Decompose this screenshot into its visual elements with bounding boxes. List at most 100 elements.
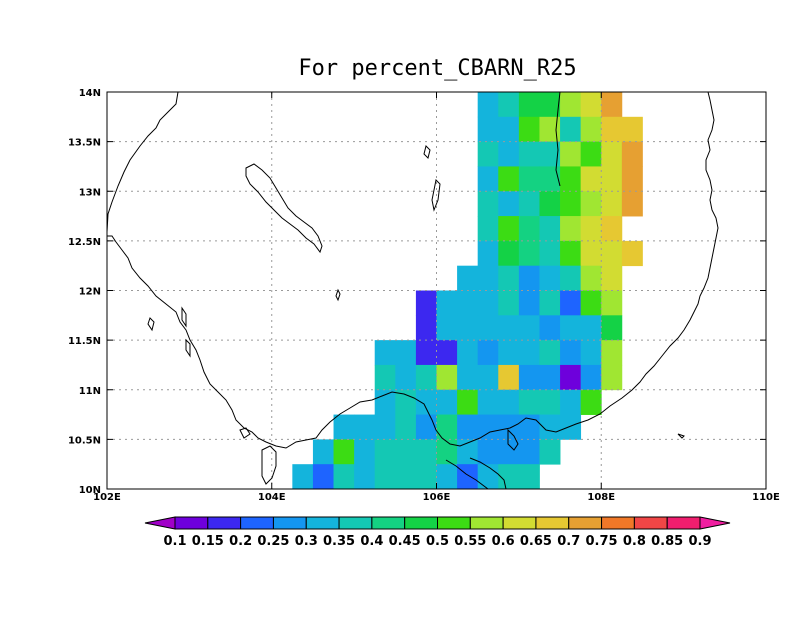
heat-cell	[498, 92, 520, 118]
y-tick-label: 14N	[79, 88, 101, 99]
heat-cell	[415, 340, 437, 366]
x-tick-label: 106E	[423, 492, 451, 503]
heat-cell	[539, 191, 561, 217]
colorbar-swatch	[207, 516, 242, 530]
heat-cell	[477, 364, 499, 391]
colorbar-under-triangle	[144, 516, 176, 530]
heat-cell	[621, 191, 643, 217]
colorbar-swatch	[601, 516, 635, 530]
heat-cell	[518, 464, 540, 489]
heat-cell	[477, 340, 499, 366]
y-tick-label: 13N	[79, 187, 101, 198]
heat-cell	[415, 315, 437, 341]
heat-cell	[539, 265, 561, 291]
heat-cell	[436, 439, 458, 465]
heat-cell	[312, 439, 334, 465]
x-tick-label: 104E	[258, 492, 286, 503]
colorbar-label: 0.35	[323, 534, 355, 549]
heat-cell	[498, 439, 520, 465]
heat-cell	[395, 464, 417, 489]
heat-cell	[498, 414, 520, 440]
heat-cell	[560, 116, 582, 143]
heat-cell	[313, 489, 334, 514]
heat-cell	[580, 92, 602, 118]
heat-cell	[436, 389, 458, 415]
heat-cell	[436, 414, 458, 440]
heat-cell	[518, 414, 540, 440]
heat-cell	[395, 340, 417, 366]
colorbar-label: 0.45	[389, 534, 421, 549]
heat-cell	[436, 364, 458, 391]
heat-cell	[374, 340, 396, 366]
colorbar-swatch	[666, 516, 701, 530]
colorbar-label: 0.8	[623, 534, 646, 549]
data-cells	[292, 92, 643, 514]
heat-cell	[539, 315, 561, 341]
y-tick-label: 12.5N	[68, 237, 101, 248]
heat-cell	[457, 464, 479, 489]
colorbar-swatch	[437, 516, 471, 530]
heat-cell	[621, 141, 643, 167]
heat-cell	[374, 389, 396, 415]
heat-cell	[601, 166, 623, 192]
heat-cell	[601, 240, 623, 267]
colorbar-label: 0.1	[163, 534, 186, 549]
heat-cell	[518, 92, 540, 118]
heat-cell	[580, 216, 602, 242]
heat-cell	[518, 389, 540, 415]
heat-cell	[621, 240, 643, 267]
colorbar-swatch	[404, 516, 438, 530]
heat-cell	[498, 290, 520, 316]
heat-cell	[580, 364, 602, 391]
heat-cell	[498, 166, 520, 192]
x-tick-label: 102E	[93, 492, 121, 503]
colorbar-label: 0.2	[229, 534, 252, 549]
colorbar-swatch	[633, 516, 668, 530]
colorbar-label: 0.15	[192, 534, 224, 549]
heat-cell	[415, 414, 437, 440]
heat-cell	[580, 265, 602, 291]
heat-cell	[560, 191, 582, 217]
colorbar-label: 0.6	[492, 534, 515, 549]
colorbar-label: 0.55	[454, 534, 486, 549]
heat-cell	[518, 290, 540, 316]
axis-ticks: 102E 104E 106E 108E 110E 10N 10.5N 11N 11.5N 12N 1…	[68, 88, 780, 503]
heat-cell	[518, 141, 540, 167]
heat-cell	[498, 191, 520, 217]
heat-cell	[621, 116, 643, 143]
map-title: For percent_CBARN_R25	[298, 56, 577, 81]
heat-cell	[518, 364, 540, 391]
heat-cell	[498, 315, 520, 341]
heat-cell	[498, 116, 520, 143]
heat-cell	[580, 141, 602, 167]
heat-cell	[560, 364, 582, 391]
heat-cell	[539, 364, 561, 391]
heat-cell	[560, 290, 582, 316]
y-tick-label: 11.5N	[68, 336, 101, 347]
heat-cell	[374, 464, 396, 489]
heat-cell	[580, 340, 602, 366]
heat-cell	[477, 191, 499, 217]
heat-cell	[560, 216, 582, 242]
colorbar-swatch	[371, 516, 406, 530]
heat-cell	[457, 290, 479, 316]
heat-cell	[498, 240, 520, 267]
colorbar-swatch	[305, 516, 340, 530]
heat-cell	[518, 191, 540, 217]
heat-cell	[518, 216, 540, 242]
heat-cell	[580, 166, 602, 192]
heat-cell	[518, 315, 540, 341]
heat-cell	[498, 389, 520, 415]
gridlines	[107, 92, 766, 489]
colorbar-label: 0.7	[557, 534, 580, 549]
heat-cell	[374, 364, 396, 391]
heat-cell	[395, 389, 417, 415]
colorbar-label: 0.25	[257, 534, 289, 549]
heat-cell	[477, 141, 499, 167]
heat-cell	[601, 340, 623, 366]
colorbar-label: 0.4	[360, 534, 383, 549]
heat-cell	[518, 439, 540, 465]
heat-cell	[457, 414, 479, 440]
heat-cell	[601, 216, 623, 242]
heat-cell	[539, 216, 561, 242]
